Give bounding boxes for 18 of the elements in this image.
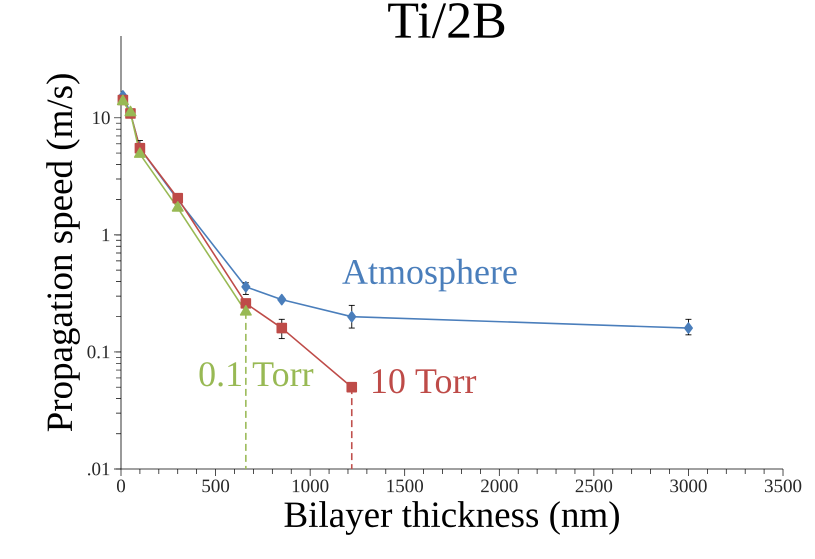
x-tick-label: 1500: [387, 479, 423, 492]
x-axis-title: Bilayer thickness (nm): [284, 501, 619, 535]
y-tick-label: 0.1: [87, 345, 110, 358]
x-tick-label: 500: [202, 479, 230, 492]
y-tick-label: 10: [93, 111, 110, 124]
series-label: 10 Torr: [373, 369, 476, 394]
x-tick-label: 1000: [292, 479, 328, 492]
series-label: Atmosphere: [342, 258, 517, 292]
series-label: 0.1 Torr: [199, 362, 314, 387]
x-tick-label: 0: [116, 479, 126, 492]
y-tick-label: .01: [88, 462, 110, 476]
y-axis-title: Propagation speed (m/s): [46, 74, 80, 432]
x-tick-label: 3000: [670, 479, 707, 492]
x-tick-label: 2500: [576, 479, 612, 492]
x-tick-label: 2000: [481, 479, 518, 492]
x-tick-label: 3500: [764, 479, 802, 492]
y-tick-label: 1: [102, 228, 110, 242]
chart-title: Ti/2B: [388, 3, 504, 38]
